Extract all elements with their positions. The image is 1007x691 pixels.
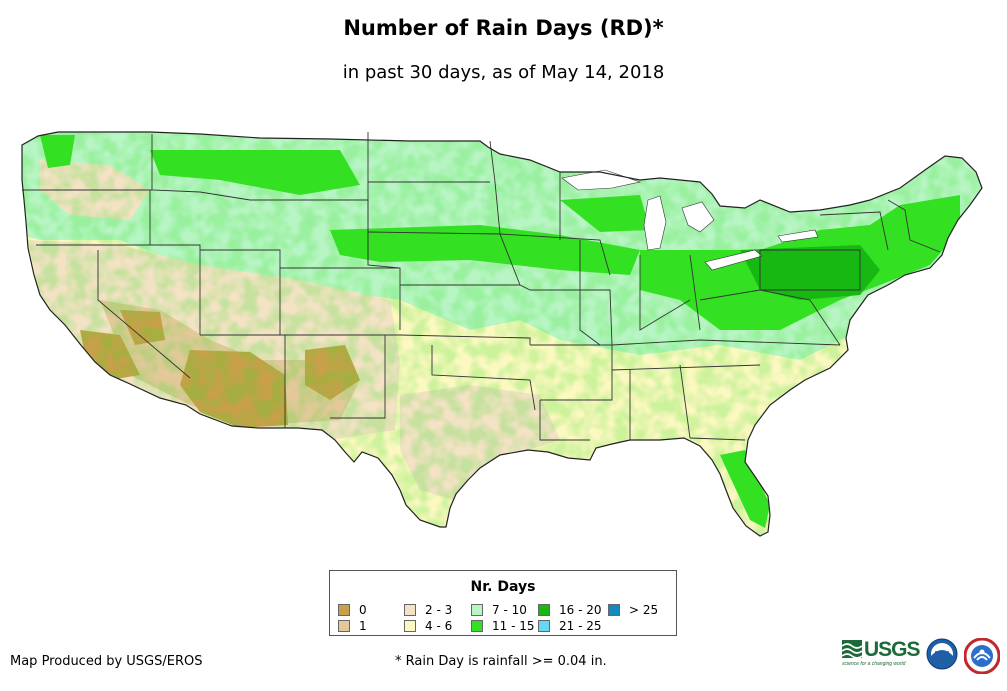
border-mn-ia xyxy=(489,140,521,286)
border-il xyxy=(579,240,601,346)
lake-erie xyxy=(704,249,763,271)
border-idaho-montana xyxy=(151,134,251,201)
credit-text: Map Produced by USGS/EROS xyxy=(10,654,203,669)
zone-11-15-montana xyxy=(150,150,360,195)
state-borders xyxy=(22,132,941,441)
legend-item-1: 1 xyxy=(338,619,367,633)
border-ar xyxy=(530,344,613,401)
legend-label: 0 xyxy=(359,603,367,617)
legend-swatch xyxy=(538,604,550,616)
legend-swatch xyxy=(608,604,620,616)
legend-swatch xyxy=(471,604,483,616)
border-in xyxy=(639,255,691,331)
legend-item-4-6: 4 - 6 xyxy=(404,619,452,633)
legend-label: 1 xyxy=(359,619,367,633)
lake-superior xyxy=(561,169,642,191)
legend-label: 16 - 20 xyxy=(559,603,602,617)
border-oh xyxy=(689,254,701,331)
legend-item-2-3: 2 - 3 xyxy=(404,603,452,617)
legend-item-16-20: 16 - 20 xyxy=(538,603,602,617)
legend-item-over-25: > 25 xyxy=(608,603,658,617)
border-nm-tx xyxy=(330,335,386,419)
map-subtitle: in past 30 days, as of May 14, 2018 xyxy=(342,62,665,83)
zone-16-20-pennsylvania xyxy=(740,245,880,300)
footnote-text: * Rain Day is rainfall >= 0.04 in. xyxy=(395,654,607,669)
legend-label: 7 - 10 xyxy=(492,603,527,617)
legend-swatch xyxy=(404,604,416,616)
legend-swatch xyxy=(471,620,483,632)
legend-item-11-15: 11 - 15 xyxy=(471,619,535,633)
legend-swatch xyxy=(338,604,350,616)
legend-item-7-10: 7 - 10 xyxy=(471,603,527,617)
legend-item-21-25: 21 - 25 xyxy=(538,619,602,633)
legend: Nr. Days 0 1 2 - 3 4 - 6 7 - 10 11 - 15 … xyxy=(329,570,677,636)
legend-label: 11 - 15 xyxy=(492,619,535,633)
legend-swatch xyxy=(338,620,350,632)
rain-day-zones xyxy=(22,132,982,536)
border-ia-mo xyxy=(499,233,611,276)
zone-11-15-washington xyxy=(40,135,75,168)
border-mo xyxy=(530,289,613,346)
nws-logo-icon xyxy=(964,638,1000,674)
border-ga-fl xyxy=(689,437,746,441)
border-tn-south xyxy=(611,364,761,371)
border-ma xyxy=(909,239,941,253)
legend-item-0: 0 xyxy=(338,603,367,617)
lake-ontario xyxy=(777,229,819,243)
legend-label: 4 - 6 xyxy=(425,619,453,633)
legend-label: 21 - 25 xyxy=(559,619,602,633)
border-ks-ok xyxy=(399,334,531,345)
border-nevada-utah xyxy=(150,244,201,335)
border-tn-ky xyxy=(611,339,841,346)
zone-11-15-florida xyxy=(720,450,770,528)
border-pennsylvania xyxy=(759,249,861,291)
border-ok-tx xyxy=(431,345,536,411)
legend-title: Nr. Days xyxy=(470,579,536,595)
legend-swatch xyxy=(404,620,416,632)
border-la xyxy=(539,400,590,441)
legend-label: 2 - 3 xyxy=(425,603,453,617)
legend-swatch xyxy=(538,620,550,632)
noaa-logo-icon xyxy=(926,638,958,670)
lake-huron xyxy=(681,201,715,233)
border-utah-colorado xyxy=(200,249,281,335)
usgs-wordmark: USGS xyxy=(864,638,921,661)
texture-overlay xyxy=(22,132,982,536)
legend-label: > 25 xyxy=(629,603,659,617)
border-dakotas-west xyxy=(367,132,401,330)
zone-11-15-wisconsin xyxy=(560,195,650,232)
lake-michigan xyxy=(643,195,667,251)
agency-logos: USGS science for a changing world xyxy=(842,638,1002,680)
map-title: Number of Rain Days (RD)* xyxy=(343,16,664,40)
great-lakes xyxy=(561,169,819,271)
border-sd-ne xyxy=(367,231,501,235)
border-wv-va xyxy=(699,289,841,346)
border-al-ga xyxy=(679,364,691,439)
usgs-tagline: science for a changing world xyxy=(842,661,906,667)
border-ny xyxy=(819,211,889,251)
border-vt-nh xyxy=(887,199,911,241)
usgs-wave-icon xyxy=(842,640,862,658)
usgs-logo: USGS xyxy=(842,638,921,661)
border-nevada-california xyxy=(97,250,191,379)
